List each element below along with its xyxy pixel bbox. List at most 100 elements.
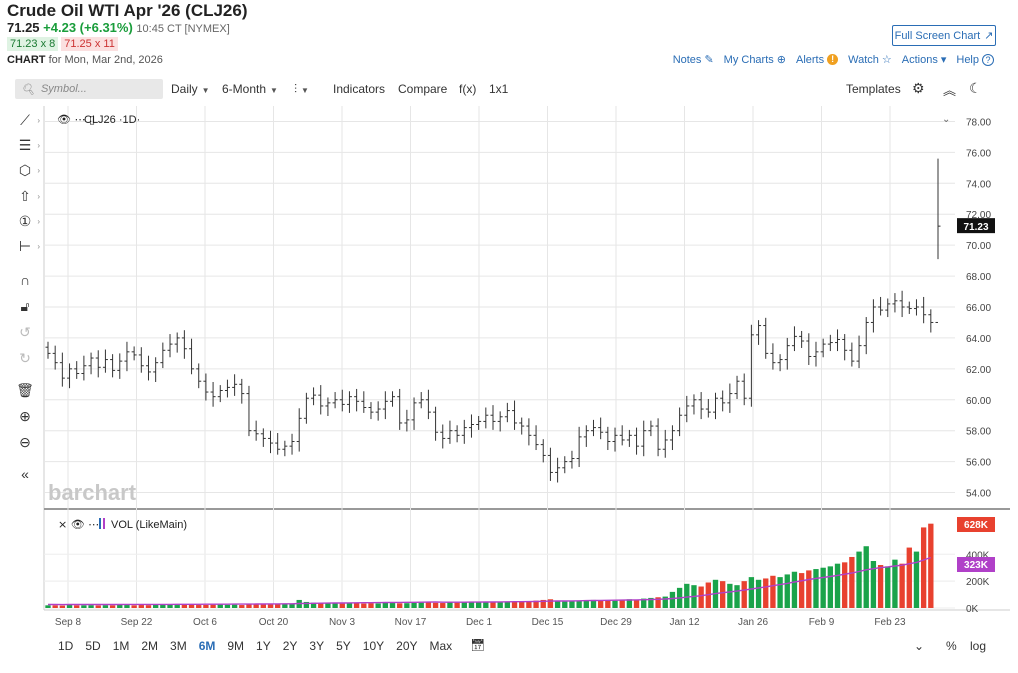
symbol-search-input[interactable]: 🔍︎ Symbol... [15,79,163,99]
range-1m[interactable]: 1M [112,639,130,653]
range-5y[interactable]: 5Y [336,639,351,653]
range-3y[interactable]: 3Y [309,639,325,653]
volume-bar [59,605,66,608]
arrow-tool-button[interactable]: ⇧ › [14,185,40,207]
magnet-button[interactable]: ∩ [14,269,36,291]
interval-select[interactable]: Daily ▼ [171,82,210,96]
x-tick-label: Nov 3 [329,617,356,628]
full-screen-chart-button[interactable]: Full Screen Chart ↗ [892,25,996,46]
notes-link[interactable]: Notes ✎ [673,53,714,67]
x-tick-label: Dec 1 [466,617,493,628]
volume-bar [188,604,195,608]
range-20y[interactable]: 20Y [396,639,418,653]
redo-button[interactable]: ↻ [14,347,36,369]
volume-bar [504,602,511,608]
volume-bar [375,603,381,608]
actions-menu[interactable]: Actions ▾ [902,53,947,67]
my-charts-label: My Charts [723,53,774,66]
lock-button[interactable]: 🔓︎ [14,295,36,317]
volume-bar [490,602,496,608]
fx-button[interactable]: f(x) [459,82,477,96]
undo-icon: ↺ [19,323,31,340]
volume-bar [138,605,144,608]
interval-label: Daily [171,82,198,96]
volume-bar [361,603,367,608]
measure-tool-button[interactable]: ⊢ › [14,235,40,257]
shape-tool-button[interactable]: ⬡ › [14,159,40,181]
alerts-link[interactable]: Alerts! [796,54,839,66]
my-charts-link[interactable]: My Charts ⊕ [723,53,786,67]
range-9m[interactable]: 9M [227,639,245,653]
unlock-icon: 🔓︎ [20,297,30,314]
templates-button[interactable]: Templates [846,82,901,96]
fib-tool-icon: ☰ [18,136,32,153]
period-select[interactable]: 6-Month ▼ [222,82,278,96]
volume-bar [748,577,755,608]
dark-mode-icon[interactable]: ☾ [969,80,982,96]
collapse-icon[interactable]: ︽ [943,83,957,98]
eye-icon: 👁︎ ⋯ ▯ [57,113,95,126]
volume-bar [325,603,331,608]
volume-bar [224,604,231,608]
volume-bar [820,567,826,608]
last-price-tag [957,218,995,234]
y-tick-label: 74.00 [966,179,991,190]
compare-button[interactable]: Compare [398,82,448,96]
volume-bar [777,577,783,608]
fib-tool-button[interactable]: ☰ › [14,134,40,156]
barchart-watermark: barchart [48,480,137,505]
volume-bar [404,603,410,608]
undo-button[interactable]: ↺ [14,321,36,343]
volume-bar [626,599,633,608]
y-tick-label: 66.00 [966,303,991,314]
more-options-icon[interactable]: ⌄ [914,639,925,653]
volume-bar [217,604,223,608]
collapse-sidebar-button[interactable]: « [14,463,36,485]
bar-type-select[interactable]: ⫶ ▼ [294,82,309,97]
help-link[interactable]: Help? [956,53,994,66]
volume-average-line [48,556,932,606]
range-5d[interactable]: 5D [85,639,101,653]
volume-bar [648,597,654,608]
range-3m[interactable]: 3M [170,639,187,653]
volume-tag [957,517,995,532]
volume-legend: VOL (LikeMain) [111,519,187,531]
indicators-button[interactable]: Indicators [333,82,386,96]
y-tick-label: 62.00 [966,365,991,376]
gear-icon[interactable]: ⚙ [912,80,925,96]
number-circle-icon: ① [18,212,32,229]
volume-bar [526,601,532,608]
range-1d[interactable]: 1D [58,639,74,653]
calendar-icon[interactable]: 📅︎ [470,638,486,652]
volume-bar [66,605,73,608]
range-1y[interactable]: 1Y [256,639,271,653]
zoom-out-button[interactable]: ⊖ [14,431,36,453]
range-6m[interactable]: 6M [198,639,216,653]
bid-value: 71.23 x 8 [7,37,59,51]
range-2y[interactable]: 2Y [282,639,298,653]
annotation-tool-button[interactable]: ① › [14,210,40,232]
volume-bar [109,605,116,608]
volume-bar [784,574,790,608]
x-tick-label: Jan 12 [669,617,699,628]
volume-bar [662,596,668,608]
line-tool-button[interactable]: ⟋ › [14,109,40,131]
x-tick-label: Oct 6 [193,617,217,628]
ask-value: 71.25 x 11 [61,37,118,51]
range-max[interactable]: Max [429,639,453,653]
log-toggle[interactable]: log [970,639,987,653]
watch-link[interactable]: Watch ☆ [848,53,892,67]
percent-toggle[interactable]: % [946,639,957,653]
volume-bar [727,583,733,608]
x-tick-label: Feb 9 [809,617,835,628]
range-2m[interactable]: 2M [141,639,159,653]
zoom-in-button[interactable]: ⊕ [14,405,36,427]
volume-bar [856,551,862,608]
volume-bar [124,605,130,608]
layout-button[interactable]: 1x1 [489,82,509,96]
delete-button[interactable]: 🗑︎ [14,379,36,401]
last-price: 71.25 [7,20,40,35]
chevron-down-icon: ▼ [301,86,309,95]
range-10y[interactable]: 10Y [362,639,385,653]
